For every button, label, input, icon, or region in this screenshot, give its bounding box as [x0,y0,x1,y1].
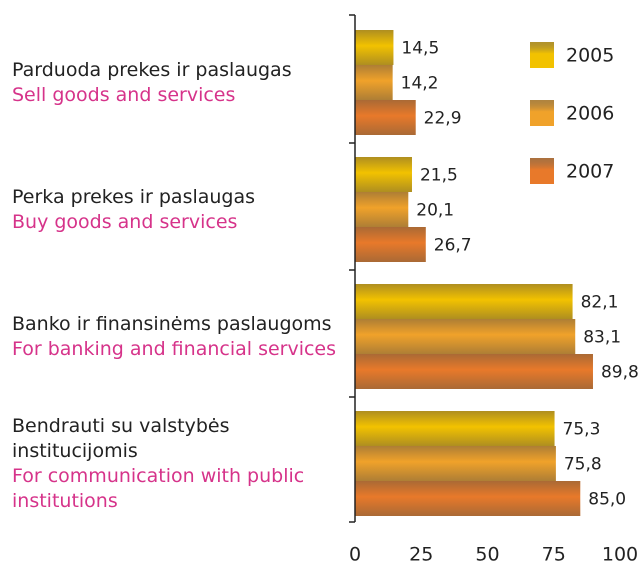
category-name-en: For banking and financial services [12,337,337,360]
category-label: Bendrauti su valstybės institucijomis For… [12,401,342,526]
legend-swatch-shade [530,42,554,68]
value-label: 14,5 [401,39,439,59]
value-label: 75,3 [563,420,601,440]
value-label: 89,8 [601,363,639,383]
bar-shade [355,284,573,319]
bar-shade [355,157,412,192]
category-label: Perka prekes ir paslaugas Buy goods and s… [12,147,342,272]
bar-shade [355,319,576,354]
legend-swatch-shade [530,158,554,184]
bar-shade [355,481,581,516]
x-tick-label: 25 [409,544,433,566]
value-label: 22,9 [424,109,462,129]
bar-shade [355,192,409,227]
value-label: 14,2 [401,74,439,94]
legend-swatch-shade [530,100,554,126]
x-tick-label: 75 [542,544,566,566]
category-name-en: For communication with public institutio… [12,464,305,512]
category-label: Banko ir finansinėms paslaugoms For banki… [12,274,342,399]
value-label: 26,7 [434,236,472,256]
value-label: 20,1 [416,201,454,221]
value-label: 82,1 [581,293,619,313]
category-name: Banko ir finansinėms paslaugoms [12,312,332,335]
x-tick-label: 0 [349,544,361,566]
legend-label: 2007 [566,161,614,183]
category-name-en: Buy goods and services [12,210,238,233]
legend-label: 2006 [566,103,614,125]
category-name-en: Sell goods and services [12,83,236,106]
value-label: 75,8 [564,455,602,475]
category-name: Perka prekes ir paslaugas [12,185,256,208]
bar-shade [355,227,426,262]
category-name: Parduoda prekes ir paslaugas [12,58,292,81]
value-label: 85,0 [588,490,626,510]
value-label: 21,5 [420,166,458,186]
bar-shade [355,354,593,389]
x-tick-label: 50 [475,544,499,566]
bar-shade [355,30,394,65]
x-tick-label: 100 [602,544,638,566]
bar-shade [355,411,555,446]
legend-label: 2005 [566,45,614,67]
bar-shade [355,446,556,481]
category-name: Bendrauti su valstybės institucijomis [12,414,230,462]
bar-shade [355,100,416,135]
bar-shade [355,65,393,100]
category-label: Parduoda prekes ir paslaugas Sell goods a… [12,20,342,145]
value-label: 83,1 [583,328,621,348]
